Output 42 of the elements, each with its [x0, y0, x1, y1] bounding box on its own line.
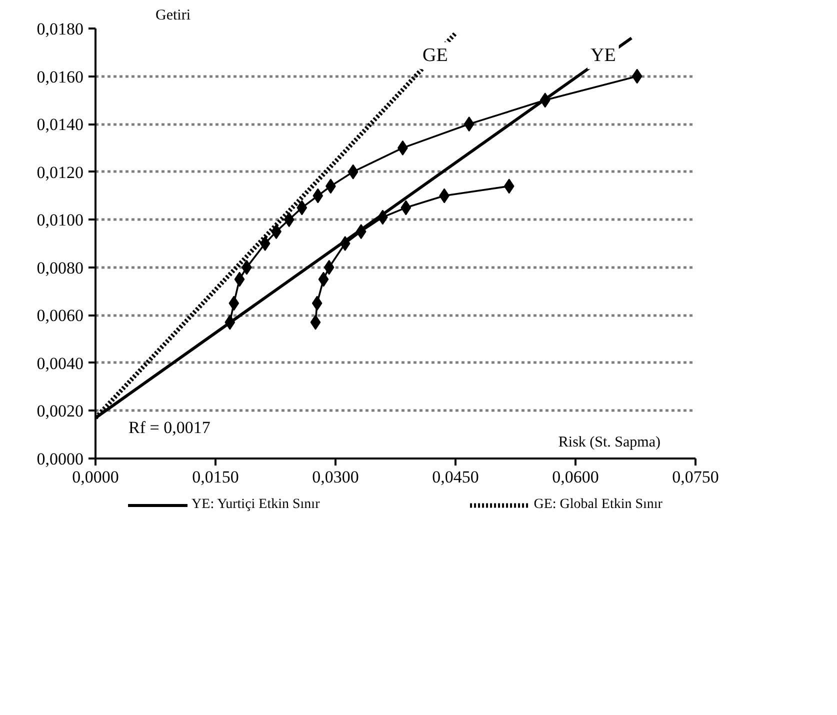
point [310, 314, 321, 330]
y-tick-label: 0,0040 [36, 354, 84, 373]
y-tick-label: 0,0100 [36, 210, 84, 230]
point [312, 188, 324, 204]
y-axis-title: Getiri [156, 8, 190, 24]
y-tick-label: 0,0120 [36, 162, 84, 182]
annotation: GE [422, 45, 448, 66]
annotation: YE [590, 45, 616, 66]
x-tick-label: 0,0600 [552, 468, 599, 486]
legend-label: YE: Yurtiçi Etkin Sınır [192, 497, 320, 513]
point [324, 260, 334, 275]
point [356, 224, 366, 240]
x-tick-label: 0,0300 [312, 468, 359, 486]
point [284, 212, 294, 228]
y-tick-label: 0,0020 [36, 402, 84, 421]
point [312, 296, 322, 311]
legend-label: GE: Global Etkin Sınır [534, 497, 662, 513]
y-tick-label: 0,0080 [36, 258, 84, 278]
point [260, 236, 270, 251]
x-tick-label: 0,0150 [192, 468, 239, 486]
y-tick-label: 0,0140 [36, 115, 84, 134]
point [348, 164, 358, 180]
x-tick-label: 0,0750 [672, 468, 719, 486]
annotation: Rf = 0,0017 [128, 418, 211, 437]
y-tick-label: 0,0060 [36, 306, 84, 326]
point [234, 272, 245, 287]
point [540, 92, 550, 108]
y-tick-label: 0,0160 [36, 67, 84, 86]
point [400, 200, 412, 216]
x-tick-label: 0,0450 [432, 468, 479, 486]
x-axis-title: Risk (St. Sapma) [558, 434, 661, 450]
point [228, 296, 240, 311]
y-tick-label: 0,0180 [36, 20, 84, 38]
y-tick-label: 0,0000 [36, 450, 84, 468]
point [318, 272, 329, 287]
point [340, 236, 350, 251]
point [632, 68, 642, 84]
point [504, 178, 514, 194]
point [224, 314, 236, 330]
point [464, 116, 474, 132]
point [296, 200, 308, 216]
x-tick-label: 0,0000 [72, 468, 119, 486]
